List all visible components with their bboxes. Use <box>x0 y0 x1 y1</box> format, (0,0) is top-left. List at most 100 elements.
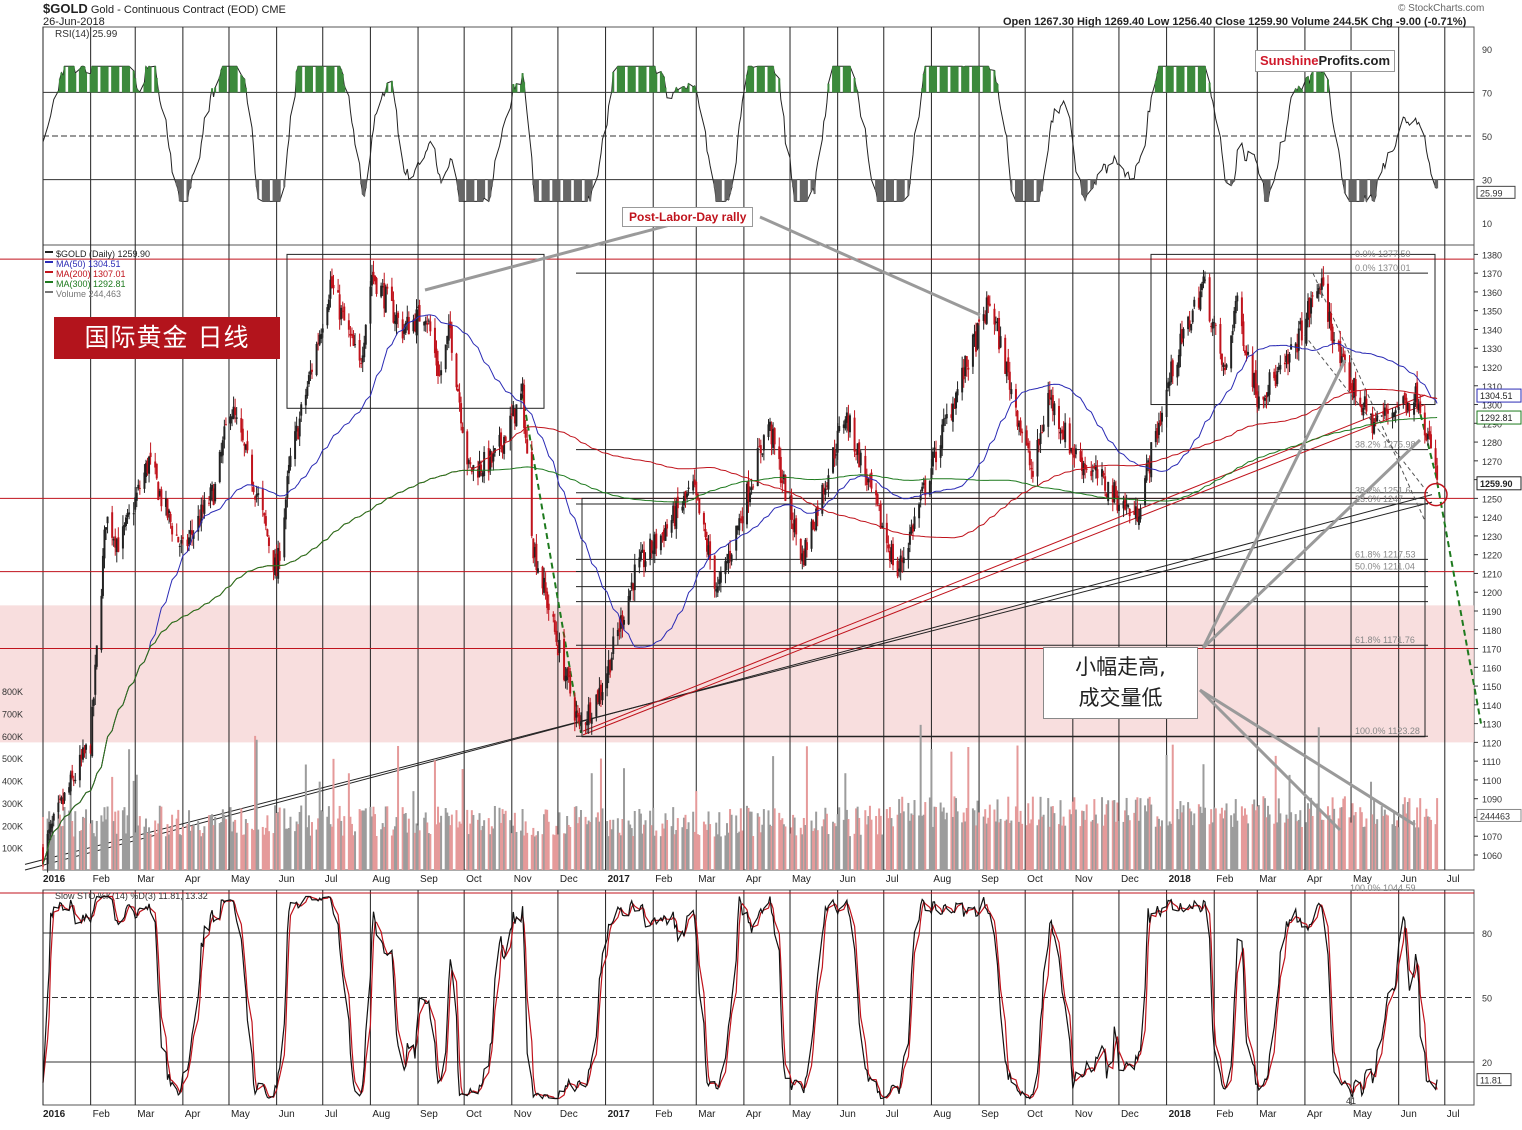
volume-bar <box>69 772 72 870</box>
candle-body <box>1144 478 1147 506</box>
candle-body <box>1068 423 1071 454</box>
volume-bar <box>659 836 662 870</box>
candle-body <box>58 798 61 800</box>
logo-part-1: Sunshine <box>1260 53 1319 68</box>
volume-bar <box>446 812 449 870</box>
volume-bar <box>1402 804 1405 870</box>
x-tick-label: Jul <box>886 1109 899 1120</box>
rsi-fills <box>57 66 1439 202</box>
candle-body <box>246 441 249 451</box>
candle-body <box>286 476 289 498</box>
candle-body <box>586 721 589 726</box>
rally-callout-line <box>424 215 701 292</box>
candle-body <box>1182 328 1185 339</box>
volume-bar <box>1413 820 1416 870</box>
volume-bar <box>1305 822 1308 870</box>
candle-body <box>234 407 237 416</box>
volume-bar <box>1223 810 1226 870</box>
volume-bar <box>782 824 785 870</box>
candle-body <box>297 428 300 440</box>
candle-body <box>68 787 71 793</box>
price-tick-label: 1370 <box>1482 269 1502 279</box>
volume-bar <box>579 810 582 870</box>
volume-bar <box>739 808 742 870</box>
symbol-title: $GOLD Gold - Continuous Contract (EOD) C… <box>43 1 286 16</box>
volume-bar <box>928 797 931 870</box>
volume-bar <box>1068 809 1071 870</box>
candle-body <box>384 286 387 313</box>
rsi-tick-label: 30 <box>1482 176 1492 186</box>
candle-body <box>223 426 226 440</box>
candle-body <box>401 319 404 339</box>
candle-body <box>1380 415 1383 417</box>
volume-bar <box>469 823 472 870</box>
volume-bar <box>390 835 393 870</box>
volume-bar <box>619 835 622 870</box>
volume-bar <box>257 829 260 870</box>
volume-bar <box>718 812 721 870</box>
candle-body <box>1223 367 1226 371</box>
candle-body <box>198 518 201 527</box>
candle-body <box>304 394 307 406</box>
candle-body <box>1010 389 1013 395</box>
volume-bar <box>1287 818 1290 870</box>
candle-body <box>567 667 570 678</box>
x-tick-label: Mar <box>137 1109 155 1120</box>
candle-body <box>865 474 868 486</box>
candle-body <box>284 499 287 520</box>
candle-body <box>922 482 925 486</box>
volume-bar <box>752 836 755 870</box>
volume-bar <box>214 816 217 870</box>
candle-body <box>1382 411 1385 415</box>
candle-body <box>188 537 191 544</box>
volume-bar <box>472 815 475 870</box>
x-tick-label: Feb <box>655 874 673 885</box>
volume-bar <box>223 814 226 870</box>
candle-body <box>438 374 441 376</box>
stoch-tick-label: 20 <box>1482 1058 1492 1068</box>
candle-body <box>907 547 910 560</box>
candle-body <box>563 638 566 680</box>
x-tick-label: Feb <box>93 874 111 885</box>
candle-body <box>891 543 894 566</box>
volume-bar <box>1277 798 1280 870</box>
volume-bar <box>838 807 841 870</box>
volume-bar <box>855 808 858 870</box>
candle-body <box>553 620 556 632</box>
candle-body <box>795 518 798 535</box>
volume-bar <box>1157 818 1160 870</box>
candle-body <box>89 745 92 754</box>
volume-bar <box>1320 819 1323 870</box>
volume-bar <box>887 818 890 870</box>
volume-bar <box>1360 812 1363 870</box>
volume-bar <box>825 813 828 870</box>
volume-bar <box>1268 814 1271 870</box>
x-tick-label: Jul <box>1447 1109 1460 1120</box>
x-tick-label: Aug <box>372 874 390 885</box>
candle-body <box>718 579 721 585</box>
candle-body <box>1310 298 1313 314</box>
candle-body <box>618 628 621 632</box>
candle-body <box>536 568 539 573</box>
candle-body <box>1133 511 1136 515</box>
volume-bar <box>386 806 389 870</box>
candle-body <box>1008 371 1011 390</box>
volume-bar <box>1165 754 1168 870</box>
volume-bar <box>171 814 174 870</box>
volume-bar <box>341 835 344 870</box>
volume-bar <box>1204 807 1207 870</box>
candle-body <box>778 446 781 460</box>
volume-bar <box>360 810 363 870</box>
candle-body <box>330 276 333 288</box>
candle-body <box>1294 343 1297 348</box>
x-tick-label: May <box>231 874 250 885</box>
candle-body <box>121 526 124 549</box>
candle-body <box>115 539 118 553</box>
volume-bar <box>584 816 587 870</box>
candle-body <box>1428 431 1431 437</box>
ma300-line <box>42 417 1438 865</box>
volume-bar <box>1091 819 1094 870</box>
volume-bar <box>1265 817 1268 870</box>
candle-body <box>1297 328 1300 351</box>
candle-body <box>251 454 254 486</box>
